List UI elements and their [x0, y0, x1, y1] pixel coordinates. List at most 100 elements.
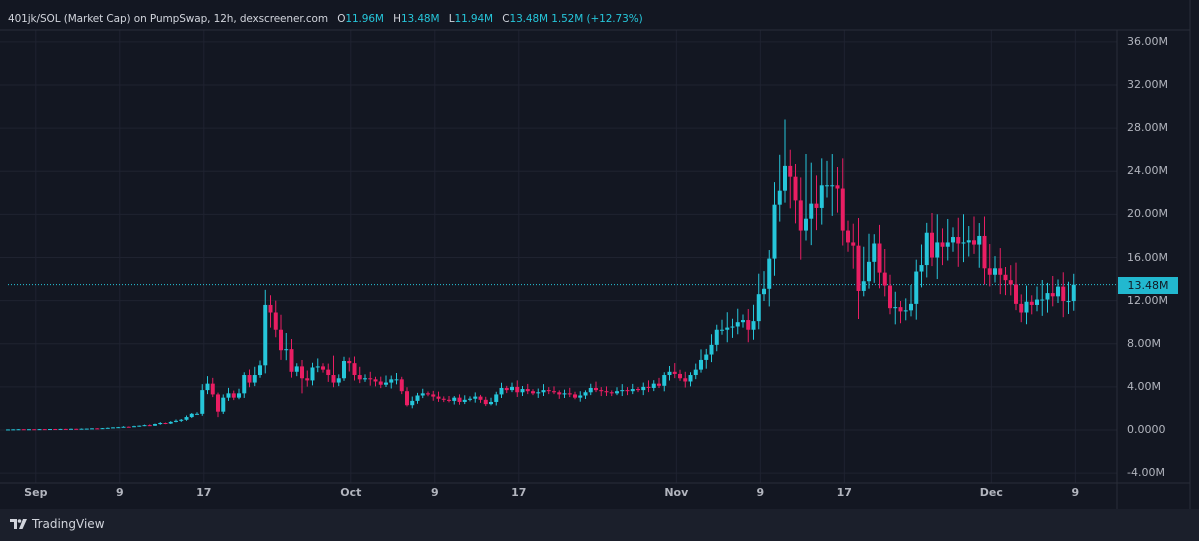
candle: [153, 423, 157, 426]
candle-body: [252, 375, 257, 383]
candle-body: [578, 395, 583, 398]
candle: [11, 429, 16, 431]
candle: [378, 376, 383, 389]
candle-body: [1029, 301, 1034, 305]
candle: [258, 360, 262, 378]
candle-body: [793, 176, 798, 201]
candle: [347, 357, 352, 372]
candle: [352, 356, 357, 381]
candle-body: [1014, 284, 1018, 304]
candle-body: [735, 322, 740, 327]
candle: [32, 429, 37, 431]
candle-body: [630, 389, 635, 392]
candle: [210, 377, 215, 398]
candle-body: [840, 188, 845, 231]
candle: [294, 363, 299, 377]
candle: [457, 394, 462, 405]
candle: [709, 334, 714, 363]
candle-body: [704, 354, 709, 360]
candle-body: [237, 393, 241, 398]
candle: [226, 387, 231, 401]
candle: [410, 396, 415, 409]
candle-body: [814, 203, 819, 208]
candle: [678, 369, 682, 381]
candle-body: [730, 326, 735, 328]
candle: [830, 154, 835, 216]
candle: [216, 392, 220, 418]
candle: [1045, 282, 1050, 313]
candle: [1035, 286, 1039, 312]
x-tick-label: 17: [836, 486, 852, 499]
candle-body: [247, 375, 252, 383]
candle: [961, 214, 966, 263]
candle-body: [772, 204, 777, 259]
candle-body: [405, 391, 409, 406]
candle-body: [741, 320, 745, 323]
candles: [6, 119, 1076, 431]
candle: [825, 160, 829, 198]
candle-body: [279, 329, 283, 351]
candle-body: [326, 369, 331, 376]
candle-body: [48, 429, 52, 431]
candle-body: [888, 285, 892, 309]
candle-body: [132, 426, 136, 428]
candle-body: [699, 359, 703, 370]
candle-body: [90, 428, 94, 430]
candle-body: [609, 392, 614, 394]
candle-body: [137, 425, 142, 427]
candle-body: [221, 397, 226, 412]
candle-body: [657, 383, 661, 386]
candle-body: [756, 294, 761, 322]
candle: [95, 428, 100, 430]
candle-body: [588, 387, 593, 393]
candle: [69, 428, 73, 430]
candle: [1040, 279, 1045, 316]
x-tick-label: 9: [115, 486, 124, 499]
candle: [714, 324, 719, 352]
candle-body: [683, 378, 688, 382]
y-tick-label: 24.00M: [1127, 164, 1168, 178]
candle: [499, 382, 504, 398]
candle: [636, 386, 640, 393]
candle: [541, 384, 546, 397]
tradingview-attribution[interactable]: TradingView: [10, 517, 105, 531]
candle: [494, 391, 499, 406]
candle-body: [636, 389, 640, 391]
candle: [426, 391, 430, 397]
candle: [137, 425, 142, 427]
candle: [819, 158, 824, 225]
y-tick-label: -4.00M: [1127, 466, 1165, 480]
candle: [646, 380, 651, 393]
candle: [58, 428, 63, 430]
candle-body: [557, 392, 562, 395]
candle-body: [447, 399, 451, 401]
candle-body: [961, 242, 966, 244]
candle-body: [126, 426, 131, 428]
candle: [1050, 275, 1055, 307]
candle-body: [1019, 303, 1024, 313]
candle-body: [1040, 299, 1045, 301]
candle: [599, 387, 604, 397]
candle-body: [651, 383, 656, 388]
candle: [42, 429, 47, 431]
candle-body: [1024, 301, 1029, 313]
candle: [573, 391, 577, 400]
candle: [688, 372, 693, 387]
candle-body: [105, 427, 110, 429]
candle: [667, 365, 672, 381]
candle-body: [662, 375, 667, 386]
candle-body: [615, 391, 619, 394]
candle-body: [357, 375, 362, 380]
y-tick-label: 20.00M: [1127, 207, 1168, 221]
candle: [436, 391, 441, 402]
candle: [898, 300, 903, 324]
change-value: 1.52M (+12.73%): [551, 13, 643, 25]
candle: [468, 396, 472, 402]
candle-body: [956, 237, 961, 244]
candle: [1061, 272, 1066, 318]
candle-body: [42, 429, 47, 431]
candle: [279, 314, 283, 360]
candle: [462, 395, 467, 405]
candle: [835, 166, 840, 213]
